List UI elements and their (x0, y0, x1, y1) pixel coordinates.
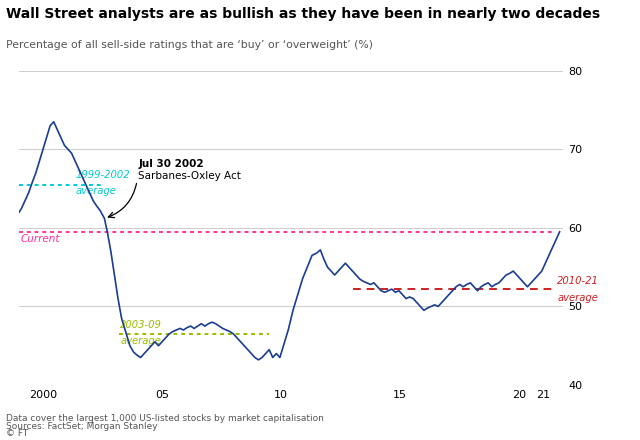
Text: average: average (557, 293, 598, 303)
Text: Jul 30 2002: Jul 30 2002 (138, 159, 204, 169)
Text: Data cover the largest 1,000 US-listed stocks by market capitalisation: Data cover the largest 1,000 US-listed s… (6, 414, 324, 422)
Text: Sarbanes-Oxley Act: Sarbanes-Oxley Act (138, 171, 241, 181)
Text: Wall Street analysts are as bullish as they have been in nearly two decades: Wall Street analysts are as bullish as t… (6, 7, 600, 21)
Text: Sources: FactSet; Morgan Stanley: Sources: FactSet; Morgan Stanley (6, 422, 158, 430)
Text: Current: Current (20, 234, 60, 244)
Text: 2010-21: 2010-21 (557, 276, 599, 286)
Text: © FT: © FT (6, 429, 29, 438)
Text: 2003-09: 2003-09 (120, 320, 163, 330)
Text: 1999-2002: 1999-2002 (75, 170, 130, 180)
Text: average: average (120, 336, 161, 346)
Text: average: average (75, 186, 116, 196)
Text: Percentage of all sell-side ratings that are ‘buy’ or ‘overweight’ (%): Percentage of all sell-side ratings that… (6, 40, 373, 51)
